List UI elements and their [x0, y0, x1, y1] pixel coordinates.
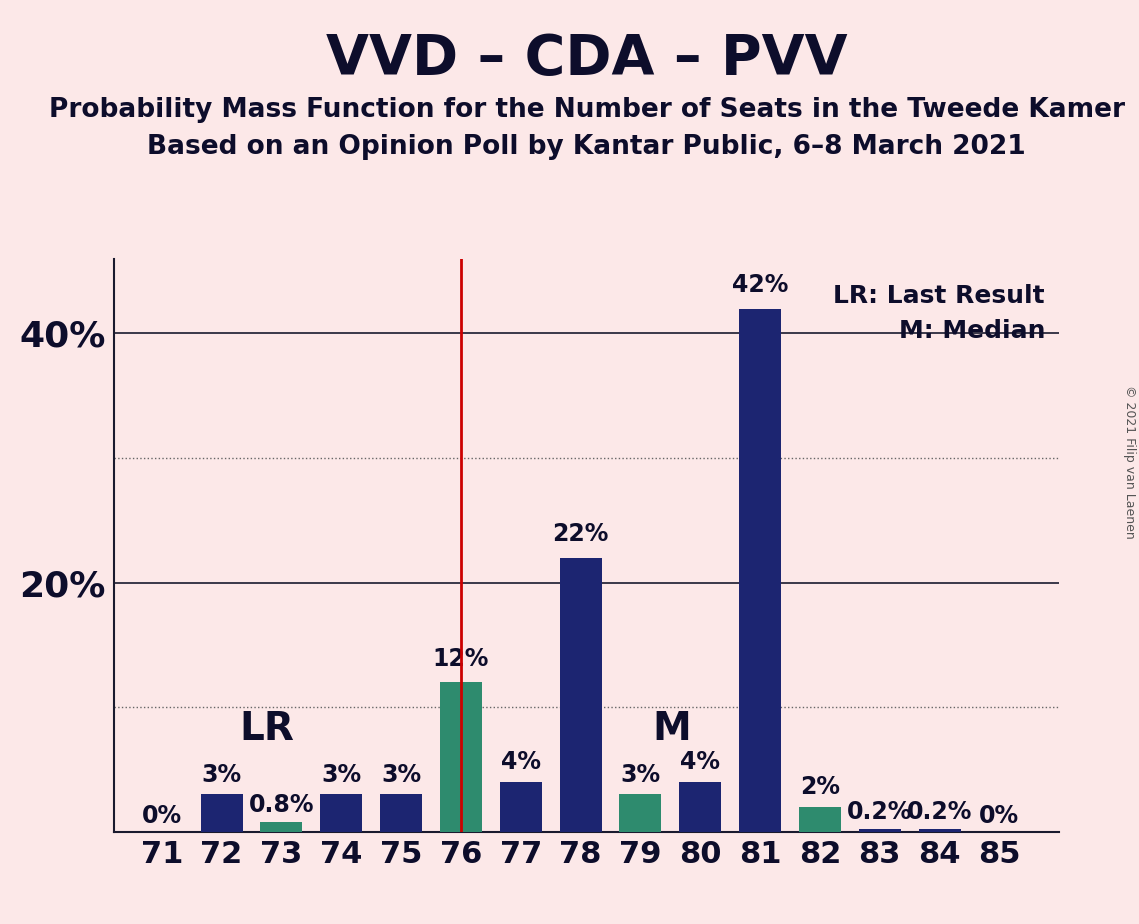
Text: 0.2%: 0.2% — [847, 800, 912, 824]
Text: 3%: 3% — [202, 763, 241, 786]
Text: 2%: 2% — [800, 775, 839, 799]
Text: LR: Last Result: LR: Last Result — [834, 285, 1046, 309]
Text: VVD – CDA – PVV: VVD – CDA – PVV — [326, 32, 847, 86]
Bar — [559, 557, 601, 832]
Bar — [919, 829, 960, 832]
Text: 3%: 3% — [621, 763, 661, 786]
Text: 0%: 0% — [141, 804, 182, 828]
Text: Probability Mass Function for the Number of Seats in the Tweede Kamer: Probability Mass Function for the Number… — [49, 97, 1124, 123]
Bar — [739, 309, 781, 832]
Text: 3%: 3% — [382, 763, 421, 786]
Text: Based on an Opinion Poll by Kantar Public, 6–8 March 2021: Based on an Opinion Poll by Kantar Publi… — [147, 134, 1026, 160]
Text: 22%: 22% — [552, 522, 608, 546]
Text: 0.2%: 0.2% — [907, 800, 973, 824]
Bar — [261, 821, 302, 832]
Text: 4%: 4% — [501, 750, 541, 774]
Text: 4%: 4% — [680, 750, 720, 774]
Text: LR: LR — [239, 711, 294, 748]
Text: M: Median: M: Median — [899, 319, 1046, 343]
Bar — [500, 782, 542, 832]
Bar — [200, 795, 243, 832]
Text: 12%: 12% — [433, 647, 489, 671]
Text: 0.8%: 0.8% — [248, 793, 314, 817]
Bar — [859, 829, 901, 832]
Text: M: M — [653, 711, 691, 748]
Bar — [679, 782, 721, 832]
Bar — [380, 795, 423, 832]
Bar — [320, 795, 362, 832]
Bar — [620, 795, 662, 832]
Text: © 2021 Filip van Laenen: © 2021 Filip van Laenen — [1123, 385, 1137, 539]
Bar — [440, 682, 482, 832]
Text: 3%: 3% — [321, 763, 361, 786]
Text: 42%: 42% — [732, 274, 788, 298]
Text: 0%: 0% — [980, 804, 1019, 828]
Bar — [798, 807, 841, 832]
